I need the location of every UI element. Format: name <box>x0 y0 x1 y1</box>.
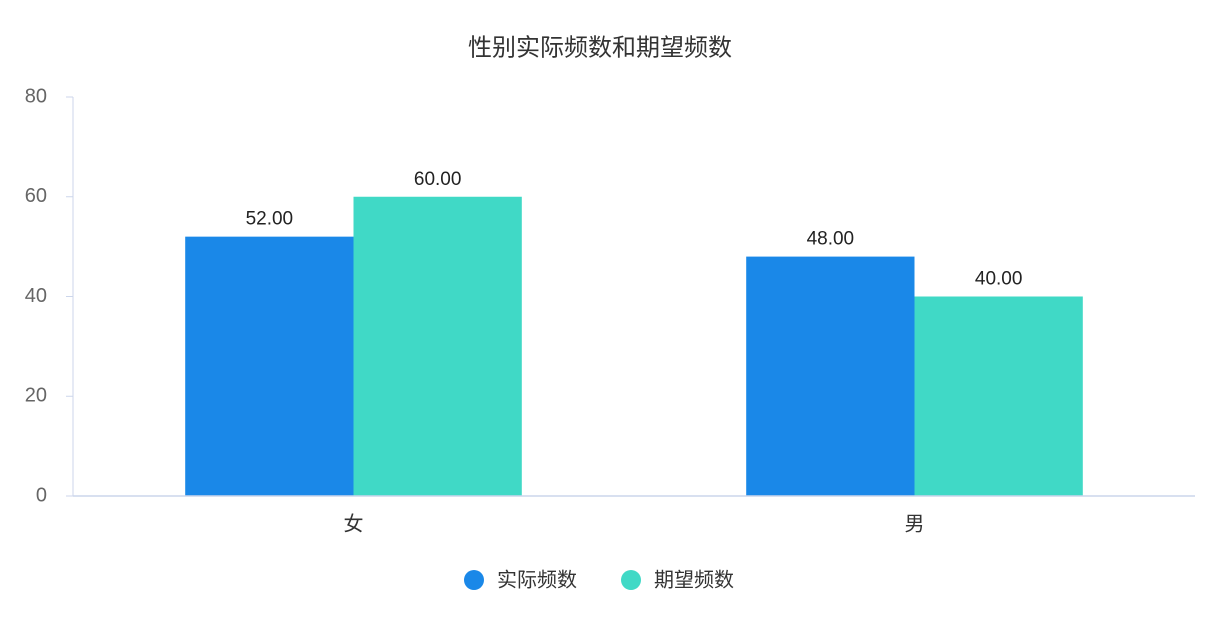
x-tick-label: 女 <box>344 512 364 535</box>
data-label: 60.00 <box>414 169 462 190</box>
y-tick-label: 60 <box>25 185 47 207</box>
chart-title: 性别实际频数和期望频数 <box>468 34 732 61</box>
legend-marker <box>621 570 641 590</box>
y-tick-label: 40 <box>25 285 47 307</box>
y-tick-label: 0 <box>36 484 47 506</box>
data-label: 52.00 <box>246 209 294 230</box>
y-tick-label: 20 <box>25 385 47 407</box>
y-tick-label: 80 <box>25 85 47 107</box>
bar <box>914 296 1083 496</box>
bar <box>353 196 522 496</box>
bar <box>185 236 354 496</box>
legend-label: 期望频数 <box>654 568 734 591</box>
bar <box>746 256 915 496</box>
x-tick-label: 男 <box>905 513 925 535</box>
data-label: 40.00 <box>975 269 1023 290</box>
data-label: 48.00 <box>807 229 855 250</box>
legend-marker <box>464 570 484 590</box>
legend-label: 实际频数 <box>497 568 577 591</box>
